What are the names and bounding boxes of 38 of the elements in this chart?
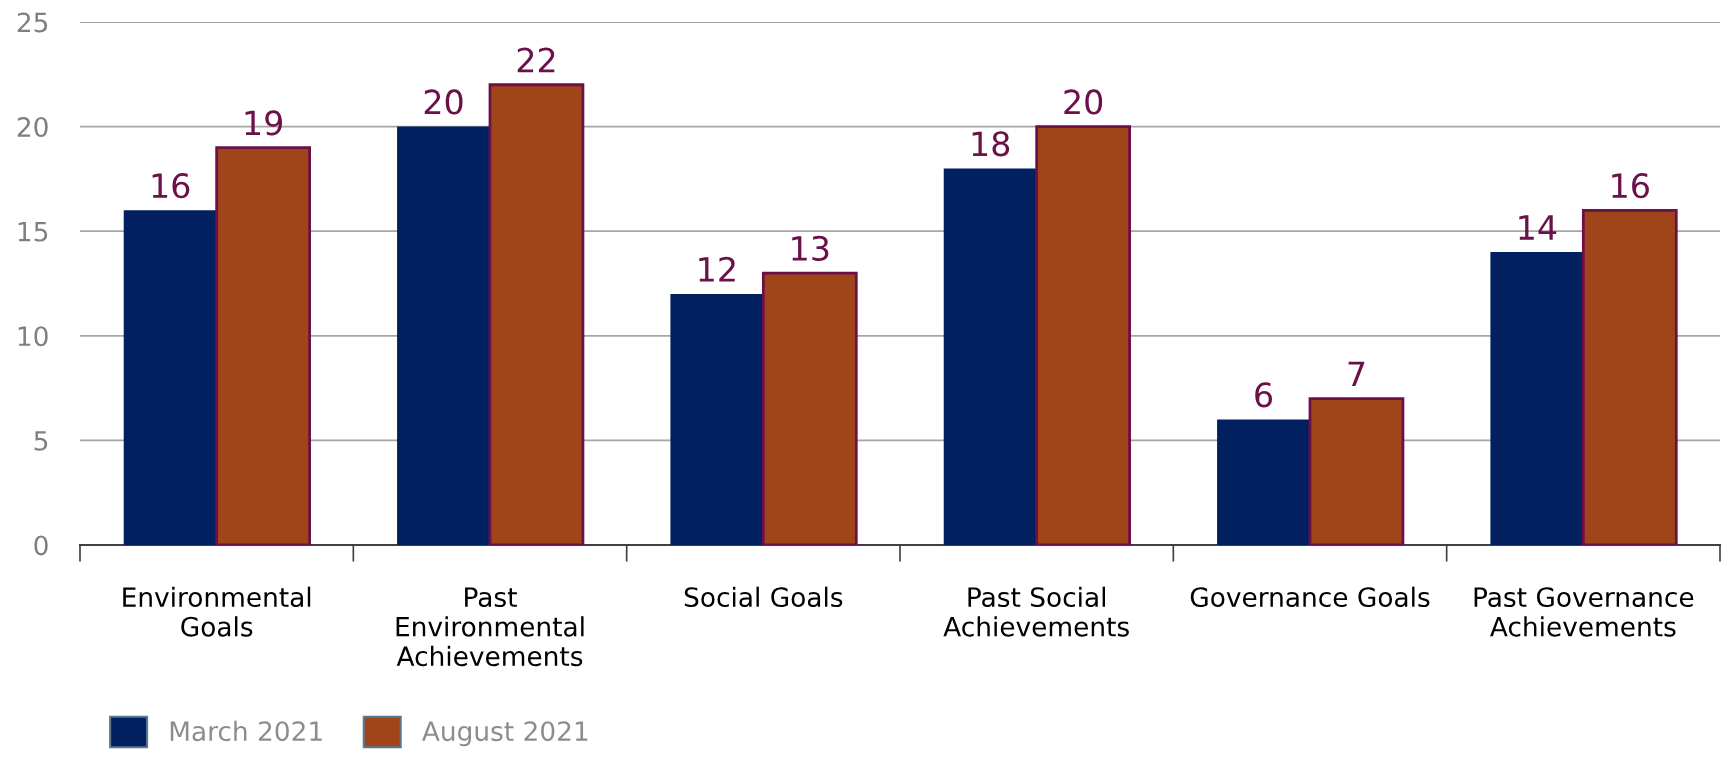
legend-label: August 2021 [422, 721, 588, 747]
bar [1581, 208, 1678, 545]
x-tick-label: Governance Goals [1190, 586, 1430, 608]
legend-label: March 2021 [170, 720, 322, 742]
bar [488, 83, 585, 545]
bar [670, 293, 764, 545]
x-tick-label: Past Social Achievements [943, 586, 1129, 637]
y-tick-label: 10 [18, 326, 48, 347]
y-tick-label: 0 [34, 535, 48, 556]
data-label: 13 [792, 235, 829, 262]
bar [1035, 125, 1131, 545]
data-label: 12 [699, 256, 735, 282]
bar [123, 210, 217, 545]
bar [761, 271, 858, 545]
data-label: 20 [424, 89, 463, 115]
data-label: 16 [1612, 173, 1649, 199]
y-tick-label: 25 [17, 12, 48, 33]
bar [1308, 397, 1405, 545]
x-tick-label: Past Governance Achievements [1474, 587, 1694, 637]
bar [943, 168, 1037, 545]
x-tick-label: Environmental Goals [123, 586, 311, 637]
data-label: 22 [517, 47, 555, 73]
data-label: 7 [1348, 361, 1365, 387]
bar [1217, 419, 1310, 545]
bar [397, 126, 490, 545]
x-tick-label: Social Goals [684, 586, 843, 608]
data-label: 14 [1519, 215, 1557, 240]
data-label: 16 [152, 173, 190, 199]
data-label: 6 [1255, 382, 1273, 408]
y-tick-label: 15 [18, 221, 48, 242]
y-tick-label: 20 [17, 117, 48, 137]
bar [215, 146, 311, 545]
x-tick-label: Past Environmental Achievements [396, 587, 584, 667]
data-label: 19 [245, 110, 282, 136]
bar [1490, 252, 1584, 545]
data-label: 20 [1064, 89, 1103, 115]
y-tick-label: 5 [34, 431, 48, 451]
data-label: 18 [972, 131, 1010, 157]
